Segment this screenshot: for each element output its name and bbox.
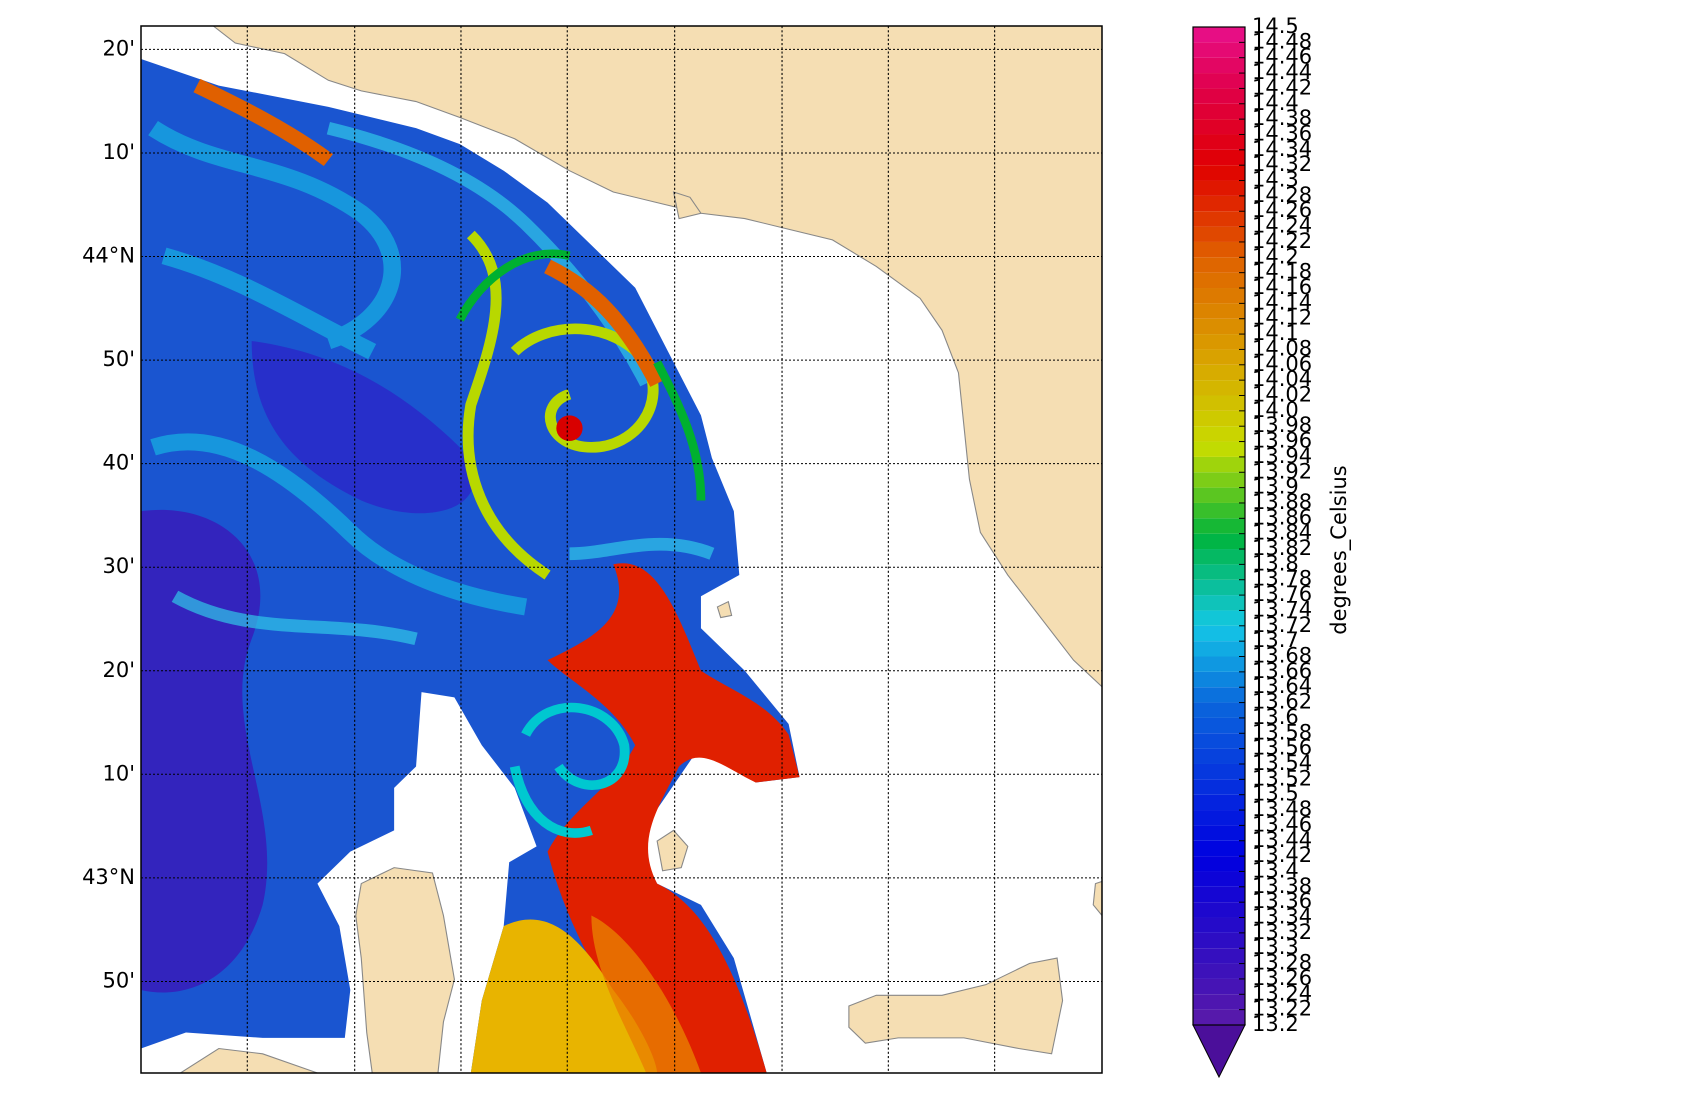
lat-tick-label: 50' xyxy=(103,347,136,371)
colorbar-segment xyxy=(1193,27,1245,42)
colorbar-segment xyxy=(1193,626,1245,641)
colorbar-segment xyxy=(1193,902,1245,917)
colorbar-segment xyxy=(1193,810,1245,825)
colorbar-segment xyxy=(1193,933,1245,948)
colorbar-segment xyxy=(1193,472,1245,487)
colorbar-segment xyxy=(1193,871,1245,886)
colorbar-segment xyxy=(1193,764,1245,779)
colorbar-segment xyxy=(1193,672,1245,687)
lat-tick-label: 44°N xyxy=(82,244,135,268)
colorbar-segment xyxy=(1193,825,1245,840)
lat-tick-label: 20' xyxy=(103,658,136,682)
figure: degrees_Celsius 20' 10' 44°N 50' 40' 30' 20' 10… xyxy=(0,0,1699,1097)
colorbar-segment xyxy=(1193,242,1245,257)
colorbar-segment xyxy=(1193,395,1245,410)
colorbar-segment xyxy=(1193,718,1245,733)
colorbar-segment xyxy=(1193,273,1245,288)
colorbar-segment xyxy=(1193,918,1245,933)
colorbar-segment xyxy=(1193,657,1245,672)
colorbar-segment xyxy=(1193,319,1245,334)
colorbar-segment xyxy=(1193,979,1245,994)
colorbar-segment xyxy=(1193,564,1245,579)
lat-tick-label: 20' xyxy=(103,36,136,60)
colorbar-segment xyxy=(1193,641,1245,656)
colorbar-segment xyxy=(1193,1010,1245,1025)
colorbar-segment xyxy=(1193,288,1245,303)
lat-tick-label: 43°N xyxy=(82,865,135,889)
land xyxy=(356,868,455,1073)
colorbar-segment xyxy=(1193,687,1245,702)
colorbar-segment xyxy=(1193,426,1245,441)
colorbar-segment xyxy=(1193,134,1245,149)
map-area xyxy=(141,26,1102,1073)
colorbar-segment xyxy=(1193,503,1245,518)
colorbar-label: degrees_Celsius xyxy=(1327,465,1352,634)
colorbar-segment xyxy=(1193,365,1245,380)
colorbar-segment xyxy=(1193,733,1245,748)
colorbar-segment xyxy=(1193,211,1245,226)
cold-water xyxy=(141,510,267,993)
colorbar-segment xyxy=(1193,994,1245,1009)
colorbar-segment xyxy=(1193,841,1245,856)
lat-tick-label: 10' xyxy=(103,140,136,164)
lat-tick-label: 40' xyxy=(103,451,136,475)
colorbar-segment xyxy=(1193,227,1245,242)
lat-tick-label: 30' xyxy=(103,554,136,578)
colorbar-segment xyxy=(1193,411,1245,426)
colorbar-segment xyxy=(1193,442,1245,457)
colorbar-tick-label: 14.5 xyxy=(1252,14,1299,38)
colorbar-segment xyxy=(1193,856,1245,871)
colorbar-segment xyxy=(1193,119,1245,134)
eddy-core xyxy=(556,415,582,441)
colorbar-segment xyxy=(1193,257,1245,272)
colorbar-segment xyxy=(1193,73,1245,88)
colorbar-segment xyxy=(1193,150,1245,165)
colorbar-segment xyxy=(1193,165,1245,180)
colorbar-segment xyxy=(1193,104,1245,119)
colorbar-segment xyxy=(1193,181,1245,196)
colorbar-segment xyxy=(1193,380,1245,395)
colorbar-segment xyxy=(1193,518,1245,533)
colorbar-segment xyxy=(1193,196,1245,211)
colorbar-segment xyxy=(1193,58,1245,73)
colorbar-segment xyxy=(1193,580,1245,595)
colorbar-segment xyxy=(1193,703,1245,718)
colorbar-segment xyxy=(1193,303,1245,318)
colorbar xyxy=(1193,27,1245,1025)
colorbar-segment xyxy=(1193,948,1245,963)
colorbar-segment xyxy=(1193,795,1245,810)
colorbar-segment xyxy=(1193,334,1245,349)
colorbar-segment xyxy=(1193,595,1245,610)
colorbar-segment xyxy=(1193,779,1245,794)
colorbar-segment xyxy=(1193,88,1245,103)
colorbar-segment xyxy=(1193,610,1245,625)
colorbar-segment xyxy=(1193,488,1245,503)
colorbar-segment xyxy=(1193,749,1245,764)
colorbar-segment xyxy=(1193,42,1245,57)
colorbar-segment xyxy=(1193,964,1245,979)
colorbar-segment xyxy=(1193,534,1245,549)
page: degrees_Celsius 20' 10' 44°N 50' 40' 30' 20' 10… xyxy=(0,0,1699,1097)
lat-tick-label: 50' xyxy=(103,968,136,992)
colorbar-segment xyxy=(1193,887,1245,902)
colorbar-segment xyxy=(1193,457,1245,472)
lat-tick-label: 10' xyxy=(103,761,136,785)
colorbar-segment xyxy=(1193,349,1245,364)
colorbar-segment xyxy=(1193,549,1245,564)
